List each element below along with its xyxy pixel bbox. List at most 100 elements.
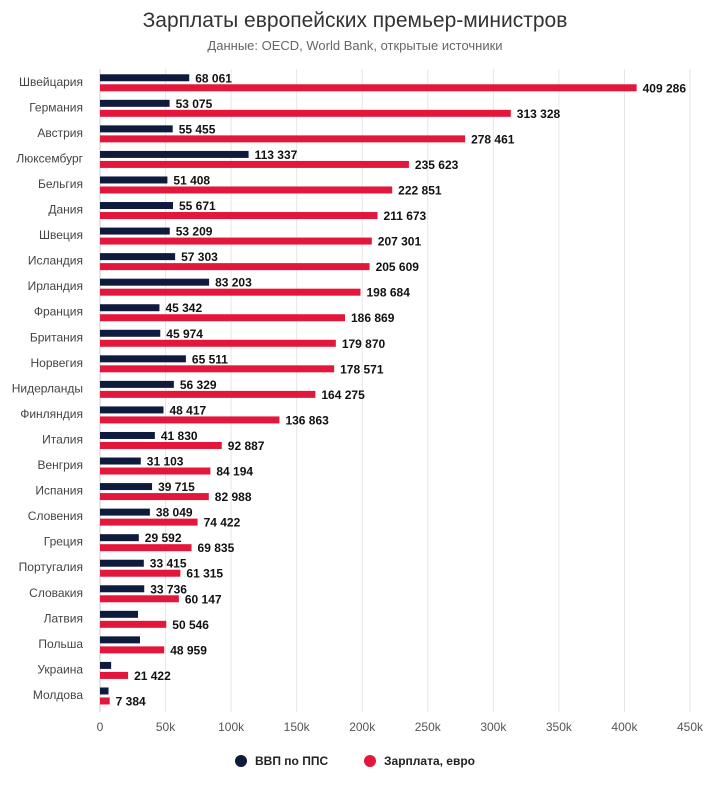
bar-gdp[interactable] (100, 559, 144, 567)
bar-gdp[interactable] (100, 176, 168, 184)
data-label-salary: 211 673 (384, 209, 427, 223)
bar-gdp[interactable] (100, 431, 155, 439)
bar-gdp[interactable] (100, 329, 161, 337)
data-label-salary: 50 546 (172, 618, 209, 632)
bar-gdp[interactable] (100, 253, 176, 261)
bar-salary[interactable] (100, 595, 179, 603)
data-label-salary: 7 384 (116, 694, 146, 708)
legend-gdp-marker[interactable] (235, 755, 247, 767)
data-label-salary: 186 869 (351, 311, 395, 325)
x-axis: 0 50k 100k 150k 200k 250k 300k 350k 400k 450k (97, 720, 704, 734)
legend-gdp-label[interactable]: ВВП по ППС (255, 754, 328, 768)
bar-salary[interactable] (100, 518, 198, 526)
bar-salary[interactable] (100, 365, 335, 373)
data-label-salary: 205 609 (376, 260, 420, 274)
bar-gdp[interactable] (100, 585, 145, 593)
category-label: Португалия (19, 560, 83, 574)
data-label-salary: 313 328 (517, 107, 561, 121)
bar-gdp[interactable] (100, 202, 173, 210)
bar-gdp[interactable] (100, 661, 112, 669)
data-label-salary: 222 851 (398, 183, 442, 197)
legend-salary-marker[interactable] (364, 755, 376, 767)
bar-gdp[interactable] (100, 227, 170, 235)
bar-salary[interactable] (100, 620, 167, 628)
data-label-gdp: 45 342 (165, 301, 202, 315)
data-label-gdp: 113 337 (255, 148, 298, 162)
category-label: Словакия (29, 586, 83, 600)
bar-gdp[interactable] (100, 150, 249, 158)
bar-gdp[interactable] (100, 355, 186, 363)
category-label: Финляндия (20, 407, 83, 421)
bar-salary[interactable] (100, 339, 336, 347)
bar-salary[interactable] (100, 390, 316, 398)
category-label: Германия (29, 100, 83, 114)
bar-gdp[interactable] (100, 380, 174, 388)
bar-gdp[interactable] (100, 534, 139, 542)
bar-gdp[interactable] (100, 125, 173, 133)
bar-salary[interactable] (100, 84, 637, 92)
data-label-salary: 48 959 (170, 643, 207, 657)
data-label-salary: 74 422 (204, 516, 241, 530)
x-tick-label: 50k (156, 720, 176, 734)
data-label-salary: 60 147 (185, 592, 222, 606)
bar-salary[interactable] (100, 160, 409, 168)
bar-salary[interactable] (100, 288, 361, 296)
bar-gdp[interactable] (100, 406, 164, 414)
bar-gdp[interactable] (100, 278, 210, 286)
bar-salary[interactable] (100, 646, 165, 654)
data-label-salary: 207 301 (378, 235, 422, 249)
legend-salary-label[interactable]: Зарплата, евро (384, 754, 475, 768)
bar-salary[interactable] (100, 186, 393, 194)
x-tick-label: 200k (349, 720, 376, 734)
bar-gdp[interactable] (100, 687, 109, 695)
bar-gdp[interactable] (100, 636, 140, 644)
data-label-gdp: 39 715 (158, 480, 195, 494)
data-label-gdp: 48 417 (169, 403, 206, 417)
data-label-gdp: 83 203 (215, 276, 252, 290)
bar-salary[interactable] (100, 237, 372, 245)
bar-salary[interactable] (100, 697, 110, 705)
bar-gdp[interactable] (100, 483, 153, 491)
legend[interactable]: ВВП по ППС Зарплата, евро (235, 754, 475, 768)
bar-salary[interactable] (100, 467, 211, 475)
data-label-gdp: 31 103 (147, 455, 184, 469)
data-label-salary: 178 571 (340, 362, 384, 376)
x-tick-label: 450k (677, 720, 704, 734)
bar-gdp[interactable] (100, 508, 150, 516)
data-label-salary: 84 194 (216, 465, 253, 479)
category-label: Испания (35, 484, 83, 498)
bar-salary[interactable] (100, 441, 222, 449)
x-tick-label: 400k (611, 720, 638, 734)
bar-salary[interactable] (100, 109, 511, 117)
bar-salary[interactable] (100, 314, 346, 322)
chart-title: Зарплаты европейских премьер-министров (142, 9, 568, 32)
bars-layer (100, 74, 637, 705)
category-label: Нидерланды (12, 381, 83, 395)
data-label-salary: 409 286 (643, 81, 687, 95)
bar-salary[interactable] (100, 212, 378, 220)
bar-salary[interactable] (100, 569, 181, 577)
x-tick-label: 0 (97, 720, 104, 734)
data-label-salary: 278 461 (471, 132, 515, 146)
bar-gdp[interactable] (100, 99, 170, 107)
bar-salary[interactable] (100, 263, 370, 271)
data-label-salary: 92 887 (228, 439, 265, 453)
bar-gdp[interactable] (100, 610, 139, 618)
bar-salary[interactable] (100, 135, 466, 143)
category-label: Бельгия (38, 177, 83, 191)
data-label-gdp: 55 671 (179, 199, 216, 213)
category-label: Украина (37, 662, 83, 676)
bar-salary[interactable] (100, 544, 192, 552)
category-label: Венгрия (37, 458, 83, 472)
bar-gdp[interactable] (100, 457, 141, 465)
chart-subtitle: Данные: OECD, World Bank, открытые источ… (207, 38, 503, 53)
data-label-salary: 164 275 (321, 388, 365, 402)
bar-salary[interactable] (100, 493, 209, 501)
category-label: Исландия (28, 254, 83, 268)
data-label-salary: 136 863 (285, 413, 329, 427)
bar-gdp[interactable] (100, 304, 160, 312)
bar-salary[interactable] (100, 416, 280, 424)
bar-gdp[interactable] (100, 74, 190, 82)
bar-salary[interactable] (100, 671, 129, 679)
